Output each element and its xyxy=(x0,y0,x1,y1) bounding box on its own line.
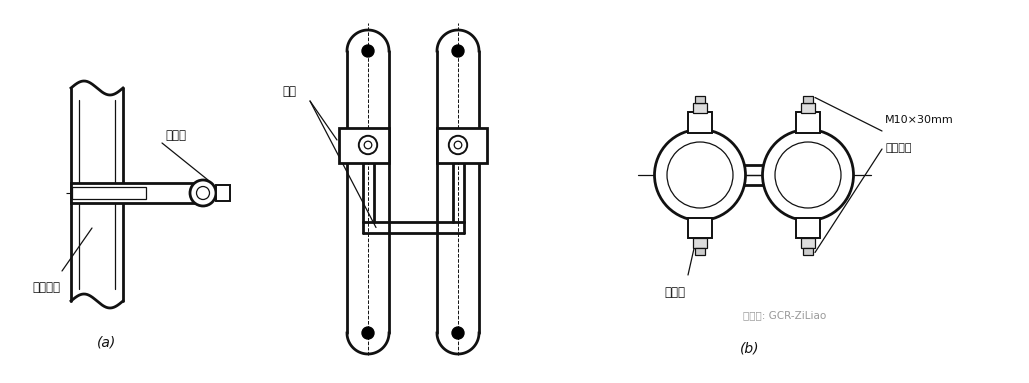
Bar xyxy=(693,237,707,247)
Text: 镀锌螺栓: 镀锌螺栓 xyxy=(885,143,912,153)
Text: (a): (a) xyxy=(98,336,116,350)
Circle shape xyxy=(654,129,745,221)
Circle shape xyxy=(362,45,374,57)
Circle shape xyxy=(449,136,467,154)
Bar xyxy=(693,103,707,113)
Bar xyxy=(688,218,712,237)
Circle shape xyxy=(362,327,374,339)
Bar xyxy=(688,113,712,133)
Bar xyxy=(339,128,389,162)
Circle shape xyxy=(359,136,378,154)
Bar xyxy=(803,247,813,254)
Text: 微信号: GCR-ZiLiao: 微信号: GCR-ZiLiao xyxy=(743,310,826,320)
Bar xyxy=(801,237,815,247)
Bar xyxy=(796,218,820,237)
Circle shape xyxy=(197,187,210,200)
Circle shape xyxy=(762,129,853,221)
Bar xyxy=(695,247,705,254)
Text: M10×30mm: M10×30mm xyxy=(885,115,954,125)
Circle shape xyxy=(452,327,464,339)
Bar xyxy=(72,187,146,199)
Circle shape xyxy=(454,141,462,149)
Text: 跨接线: 跨接线 xyxy=(665,286,685,299)
Bar xyxy=(803,95,813,103)
Circle shape xyxy=(364,141,371,149)
Text: 抱箍: 抱箍 xyxy=(282,85,296,98)
Text: 金属管道: 金属管道 xyxy=(32,281,60,294)
Bar xyxy=(437,128,487,162)
Text: 连接线: 连接线 xyxy=(165,129,186,142)
Circle shape xyxy=(190,180,216,206)
Circle shape xyxy=(452,45,464,57)
Bar xyxy=(216,185,230,201)
Bar xyxy=(796,113,820,133)
Bar xyxy=(801,103,815,113)
Text: (b): (b) xyxy=(740,341,759,355)
Bar xyxy=(71,183,205,203)
Bar xyxy=(695,95,705,103)
